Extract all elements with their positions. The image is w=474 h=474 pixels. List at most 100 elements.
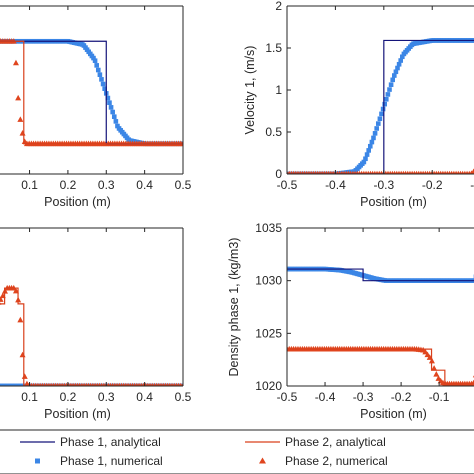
x-tick-label: 0.4 (136, 390, 153, 404)
x-tick-label: 0.2 (60, 390, 77, 404)
data-point-triangle (443, 170, 447, 174)
data-point-triangle (408, 170, 412, 174)
data-point-triangle (452, 170, 456, 174)
data-point-triangle (441, 170, 445, 174)
data-point-triangle (432, 170, 436, 174)
data-point-triangle (51, 382, 56, 386)
x-tick-label: 0.5 (175, 390, 192, 404)
data-point-square (94, 63, 99, 68)
data-point-triangle (463, 170, 467, 174)
data-point-triangle (36, 382, 40, 386)
y-tick-label: 1025 (255, 326, 282, 340)
data-point-triangle (357, 170, 362, 174)
data-point-triangle (300, 170, 305, 174)
series-markers-phase-2-numerical (287, 168, 474, 174)
data-point-triangle (168, 382, 172, 386)
legend-box (0, 429, 474, 474)
data-point-triangle (419, 170, 423, 174)
data-point-triangle (174, 382, 179, 386)
data-point-triangle (34, 382, 38, 386)
data-point-triangle (410, 170, 414, 174)
data-point-triangle (152, 382, 157, 386)
plot-area (287, 266, 474, 386)
data-point-square (372, 131, 378, 136)
data-point-triangle (110, 382, 115, 386)
x-tick-label: -0.3 (373, 178, 394, 192)
data-point-square (110, 109, 115, 115)
data-point-triangle (80, 382, 84, 386)
legend-item: Phase 2, analytical (245, 435, 386, 449)
series-markers-phase-1-numerical (287, 38, 474, 174)
data-point-triangle (77, 382, 82, 386)
y-tick-label: 1035 (255, 221, 282, 235)
data-point-triangle (465, 170, 469, 174)
data-point-square (111, 114, 117, 119)
data-point-triangle (159, 382, 163, 386)
data-point-square (392, 73, 397, 78)
legend-label: Phase 1, numerical (60, 454, 163, 468)
legend: Phase 1, analytical Phase 2, analytical Ph… (0, 429, 474, 474)
data-point-triangle (454, 170, 458, 174)
data-point-triangle (176, 382, 181, 386)
x-tick-label: 0.2 (60, 178, 77, 192)
data-point-square (107, 100, 112, 105)
data-point-triangle (56, 382, 60, 386)
x-tick-label: -0.4 (315, 390, 336, 404)
data-point-triangle (470, 168, 474, 174)
data-point-triangle (135, 382, 139, 386)
data-point-triangle (434, 170, 439, 174)
data-point-triangle (172, 382, 176, 386)
data-point-triangle (342, 170, 346, 174)
data-point-square (382, 101, 387, 107)
data-point-triangle (148, 382, 152, 386)
data-point-triangle (337, 170, 342, 174)
data-point-triangle (170, 382, 174, 386)
data-point-triangle (320, 170, 324, 174)
data-point-square (380, 106, 386, 112)
data-point-square (363, 156, 368, 162)
data-point-triangle (38, 382, 42, 386)
data-point-triangle (106, 382, 110, 386)
data-point-triangle (397, 170, 401, 174)
y-tick-label: 1 (275, 83, 282, 97)
data-point-triangle (311, 170, 316, 174)
data-point-triangle (19, 130, 26, 136)
data-point-square (105, 95, 111, 101)
data-point-triangle (86, 382, 91, 386)
data-point-triangle (438, 170, 443, 174)
data-point-triangle (130, 382, 135, 386)
data-point-triangle (157, 382, 161, 386)
legend-square-swatch (35, 458, 40, 464)
data-point-triangle (42, 382, 47, 386)
series-line-phase-2-analytical (287, 173, 474, 174)
data-point-square (375, 121, 381, 126)
data-point-triangle (412, 170, 417, 174)
series-markers-phase-1-numerical (0, 38, 183, 147)
legend-item: Phase 1, analytical (20, 435, 161, 449)
x-tick-label: -0.4 (325, 178, 346, 192)
data-point-square (91, 55, 96, 61)
data-point-triangle (97, 382, 102, 386)
data-point-triangle (88, 382, 93, 386)
data-point-triangle (49, 382, 53, 386)
x-tick-label: -0.5 (277, 390, 298, 404)
data-point-triangle (161, 382, 165, 386)
data-point-triangle (458, 170, 463, 174)
data-point-triangle (179, 382, 183, 386)
data-point-square (388, 82, 394, 87)
y-axis-label: Density phase 1, (kg/m3) (227, 238, 241, 377)
data-point-triangle (431, 365, 438, 371)
data-point-square (92, 58, 98, 63)
data-point-triangle (40, 382, 45, 386)
x-tick-label: 0.5 (175, 178, 192, 192)
data-point-triangle (128, 382, 132, 386)
data-point-triangle (359, 170, 364, 174)
data-point-square (374, 126, 379, 131)
data-point-triangle (370, 170, 375, 174)
x-tick-label: -0.3 (353, 390, 374, 404)
legend-item: Phase 2, numerical (259, 454, 388, 468)
data-point-triangle (93, 382, 97, 386)
data-point-triangle (340, 170, 344, 174)
data-point-triangle (296, 170, 300, 174)
